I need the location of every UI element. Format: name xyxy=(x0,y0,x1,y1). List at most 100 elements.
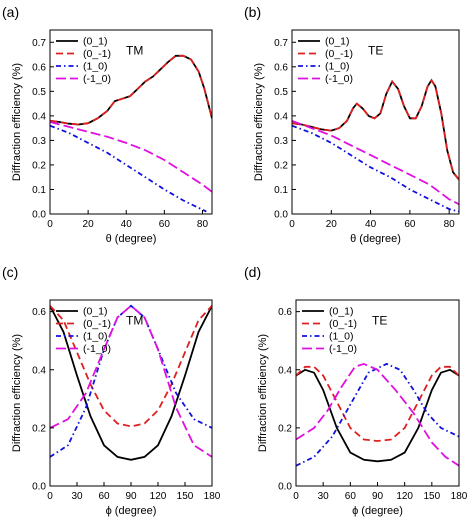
x-tick-label: 0 xyxy=(293,491,299,502)
series-line-2 xyxy=(50,124,207,213)
x-axis-label: ϕ (degree) xyxy=(352,505,403,517)
series-line-1 xyxy=(50,54,212,126)
series-line-2 xyxy=(296,362,459,467)
x-tick-label: 40 xyxy=(365,219,377,230)
y-tick-label: 0.4 xyxy=(274,111,288,122)
x-tick-label: 180 xyxy=(451,491,468,502)
x-tick-label: 80 xyxy=(197,219,209,230)
legend-entry: (0_-1) xyxy=(83,48,111,60)
plot-frame xyxy=(295,299,460,487)
x-tick-label: 90 xyxy=(372,491,384,502)
legend-entry: (1_0) xyxy=(83,61,108,73)
plot-frame xyxy=(49,29,213,215)
legend-entry: (1_0) xyxy=(325,61,350,73)
y-axis-label: Diffraction efficiency (%) xyxy=(253,63,265,181)
legend-entry: (1_0) xyxy=(329,331,354,343)
y-tick-label: 0.3 xyxy=(32,136,46,147)
legend-entry: (-1_0) xyxy=(83,73,111,85)
polarization-label: TM xyxy=(126,44,143,58)
legend: (0_1)(0_-1)(1_0)(-1_0) xyxy=(56,306,111,355)
y-tick-label: 0.6 xyxy=(278,307,292,318)
legend-entry: (0_1) xyxy=(83,306,108,318)
legend-entry: (0_-1) xyxy=(83,318,111,330)
legend-entry: (0_-1) xyxy=(325,48,353,60)
legend-entry: (0_1) xyxy=(83,36,108,48)
y-tick-label: 0.6 xyxy=(32,62,46,73)
series-line-1 xyxy=(292,78,459,181)
x-tick-label: 40 xyxy=(121,219,133,230)
x-tick-label: 60 xyxy=(98,491,110,502)
y-tick-label: 0.6 xyxy=(32,307,46,318)
polarization-label: TE xyxy=(368,44,383,58)
x-tick-label: 150 xyxy=(423,491,440,502)
x-tick-label: 120 xyxy=(396,491,413,502)
panel-3: (d) 0 30 60 90 120 150 180 0.0 0.2 0.4 0.6 ϕ (degree… xyxy=(244,264,468,517)
legend: (0_1)(0_-1)(1_0)(-1_0) xyxy=(298,36,353,85)
legend-entry: (1_0) xyxy=(83,331,108,343)
polarization-label: TE xyxy=(372,314,387,328)
legend-entry: (-1_0) xyxy=(83,343,111,355)
x-axis-label: θ (degree) xyxy=(350,233,401,245)
y-tick-label: 0.7 xyxy=(274,38,288,49)
y-tick-label: 0.1 xyxy=(274,185,288,196)
y-tick-label: 0.2 xyxy=(32,160,46,171)
y-tick-label: 0.2 xyxy=(278,423,292,434)
plot-frame xyxy=(49,299,213,487)
series-group xyxy=(292,78,459,213)
y-axis-label: Diffraction efficiency (%) xyxy=(11,63,23,181)
x-tick-label: 0 xyxy=(47,491,53,502)
y-tick-label: 0.0 xyxy=(274,210,288,221)
series-line-3 xyxy=(50,121,212,193)
y-tick-label: 0.2 xyxy=(274,160,288,171)
x-tick-label: 20 xyxy=(326,219,338,230)
series-group xyxy=(50,304,212,461)
legend: (0_1)(0_-1)(1_0)(-1_0) xyxy=(302,306,357,355)
series-line-1 xyxy=(296,365,459,442)
series-group xyxy=(50,54,212,213)
y-tick-label: 0.5 xyxy=(274,87,288,98)
panel-label: (c) xyxy=(2,264,18,280)
panel-label: (a) xyxy=(2,4,19,20)
y-tick-label: 0.0 xyxy=(278,482,292,493)
y-tick-label: 0.4 xyxy=(278,365,292,376)
x-tick-label: 180 xyxy=(204,491,221,502)
y-axis-label: Diffraction efficiency (%) xyxy=(11,334,23,452)
y-tick-label: 0.4 xyxy=(32,111,46,122)
series-line-3 xyxy=(50,304,212,458)
x-tick-label: 150 xyxy=(177,491,194,502)
series-line-0 xyxy=(296,368,459,463)
y-tick-label: 0.0 xyxy=(32,482,46,493)
x-tick-label: 60 xyxy=(404,219,416,230)
legend-entry: (-1_0) xyxy=(329,343,357,355)
series-line-1 xyxy=(50,305,212,428)
x-tick-label: 80 xyxy=(444,219,456,230)
series-line-0 xyxy=(50,54,212,126)
x-tick-label: 30 xyxy=(71,491,83,502)
legend-entry: (-1_0) xyxy=(325,73,353,85)
x-tick-label: 30 xyxy=(318,491,330,502)
y-axis-label: Diffraction efficiency (%) xyxy=(257,334,269,452)
x-tick-label: 60 xyxy=(345,491,357,502)
x-axis-label: ϕ (degree) xyxy=(106,505,157,517)
series-line-2 xyxy=(292,124,459,213)
y-tick-label: 0.6 xyxy=(274,62,288,73)
x-tick-label: 90 xyxy=(125,491,137,502)
x-tick-label: 60 xyxy=(159,219,171,230)
x-axis-label: θ (degree) xyxy=(106,233,157,245)
x-tick-label: 0 xyxy=(47,219,53,230)
legend: (0_1)(0_-1)(1_0)(-1_0) xyxy=(56,36,111,85)
panel-0: (a) 0 20 40 60 80 0.0 0.1 0.2 0.3 0.4 0.5 0.6 0.7 θ (d… xyxy=(2,4,213,245)
y-tick-label: 0.5 xyxy=(32,87,46,98)
panel-2: (c) 0 30 60 90 120 150 180 0.0 0.2 0.4 0.6 ϕ (degree… xyxy=(2,264,221,517)
y-tick-label: 0.4 xyxy=(32,365,46,376)
series-group xyxy=(296,362,459,467)
panel-label: (b) xyxy=(244,4,261,20)
x-tick-label: 0 xyxy=(289,219,295,230)
series-line-0 xyxy=(292,78,459,181)
series-line-3 xyxy=(292,119,459,206)
legend-entry: (0_1) xyxy=(325,36,350,48)
polarization-label: TM xyxy=(126,314,143,328)
y-tick-label: 0.2 xyxy=(32,423,46,434)
series-line-3 xyxy=(296,362,459,467)
